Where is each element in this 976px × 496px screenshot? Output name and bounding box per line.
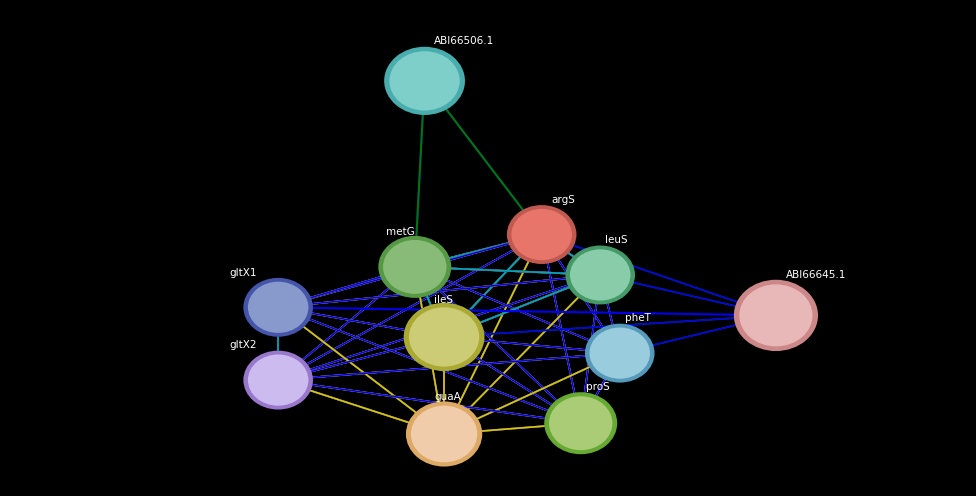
- Text: argS: argS: [551, 195, 575, 205]
- Ellipse shape: [385, 47, 465, 115]
- Ellipse shape: [734, 280, 818, 351]
- Ellipse shape: [740, 284, 813, 346]
- Ellipse shape: [248, 282, 308, 333]
- Ellipse shape: [549, 396, 613, 450]
- Text: gltX2: gltX2: [229, 340, 257, 351]
- Ellipse shape: [585, 324, 655, 382]
- Ellipse shape: [243, 278, 313, 337]
- Ellipse shape: [383, 240, 447, 294]
- Text: guaA: guaA: [434, 392, 461, 402]
- Text: pheT: pheT: [625, 313, 651, 323]
- Text: ileS: ileS: [434, 295, 453, 305]
- Ellipse shape: [507, 205, 577, 264]
- Text: gltX1: gltX1: [229, 268, 257, 278]
- Text: leuS: leuS: [605, 235, 628, 246]
- Ellipse shape: [411, 406, 477, 462]
- Ellipse shape: [590, 327, 650, 379]
- Ellipse shape: [248, 355, 308, 406]
- Ellipse shape: [545, 392, 617, 454]
- Ellipse shape: [570, 249, 630, 301]
- Ellipse shape: [511, 209, 572, 260]
- Ellipse shape: [243, 351, 313, 410]
- Ellipse shape: [389, 51, 460, 111]
- Text: ABI66506.1: ABI66506.1: [434, 36, 495, 46]
- Ellipse shape: [379, 236, 451, 298]
- Text: ABI66645.1: ABI66645.1: [786, 270, 846, 280]
- Text: proS: proS: [586, 382, 609, 392]
- Ellipse shape: [406, 401, 482, 467]
- Text: metG: metG: [386, 227, 414, 237]
- Ellipse shape: [409, 308, 479, 367]
- Ellipse shape: [565, 246, 635, 305]
- Ellipse shape: [404, 303, 484, 371]
